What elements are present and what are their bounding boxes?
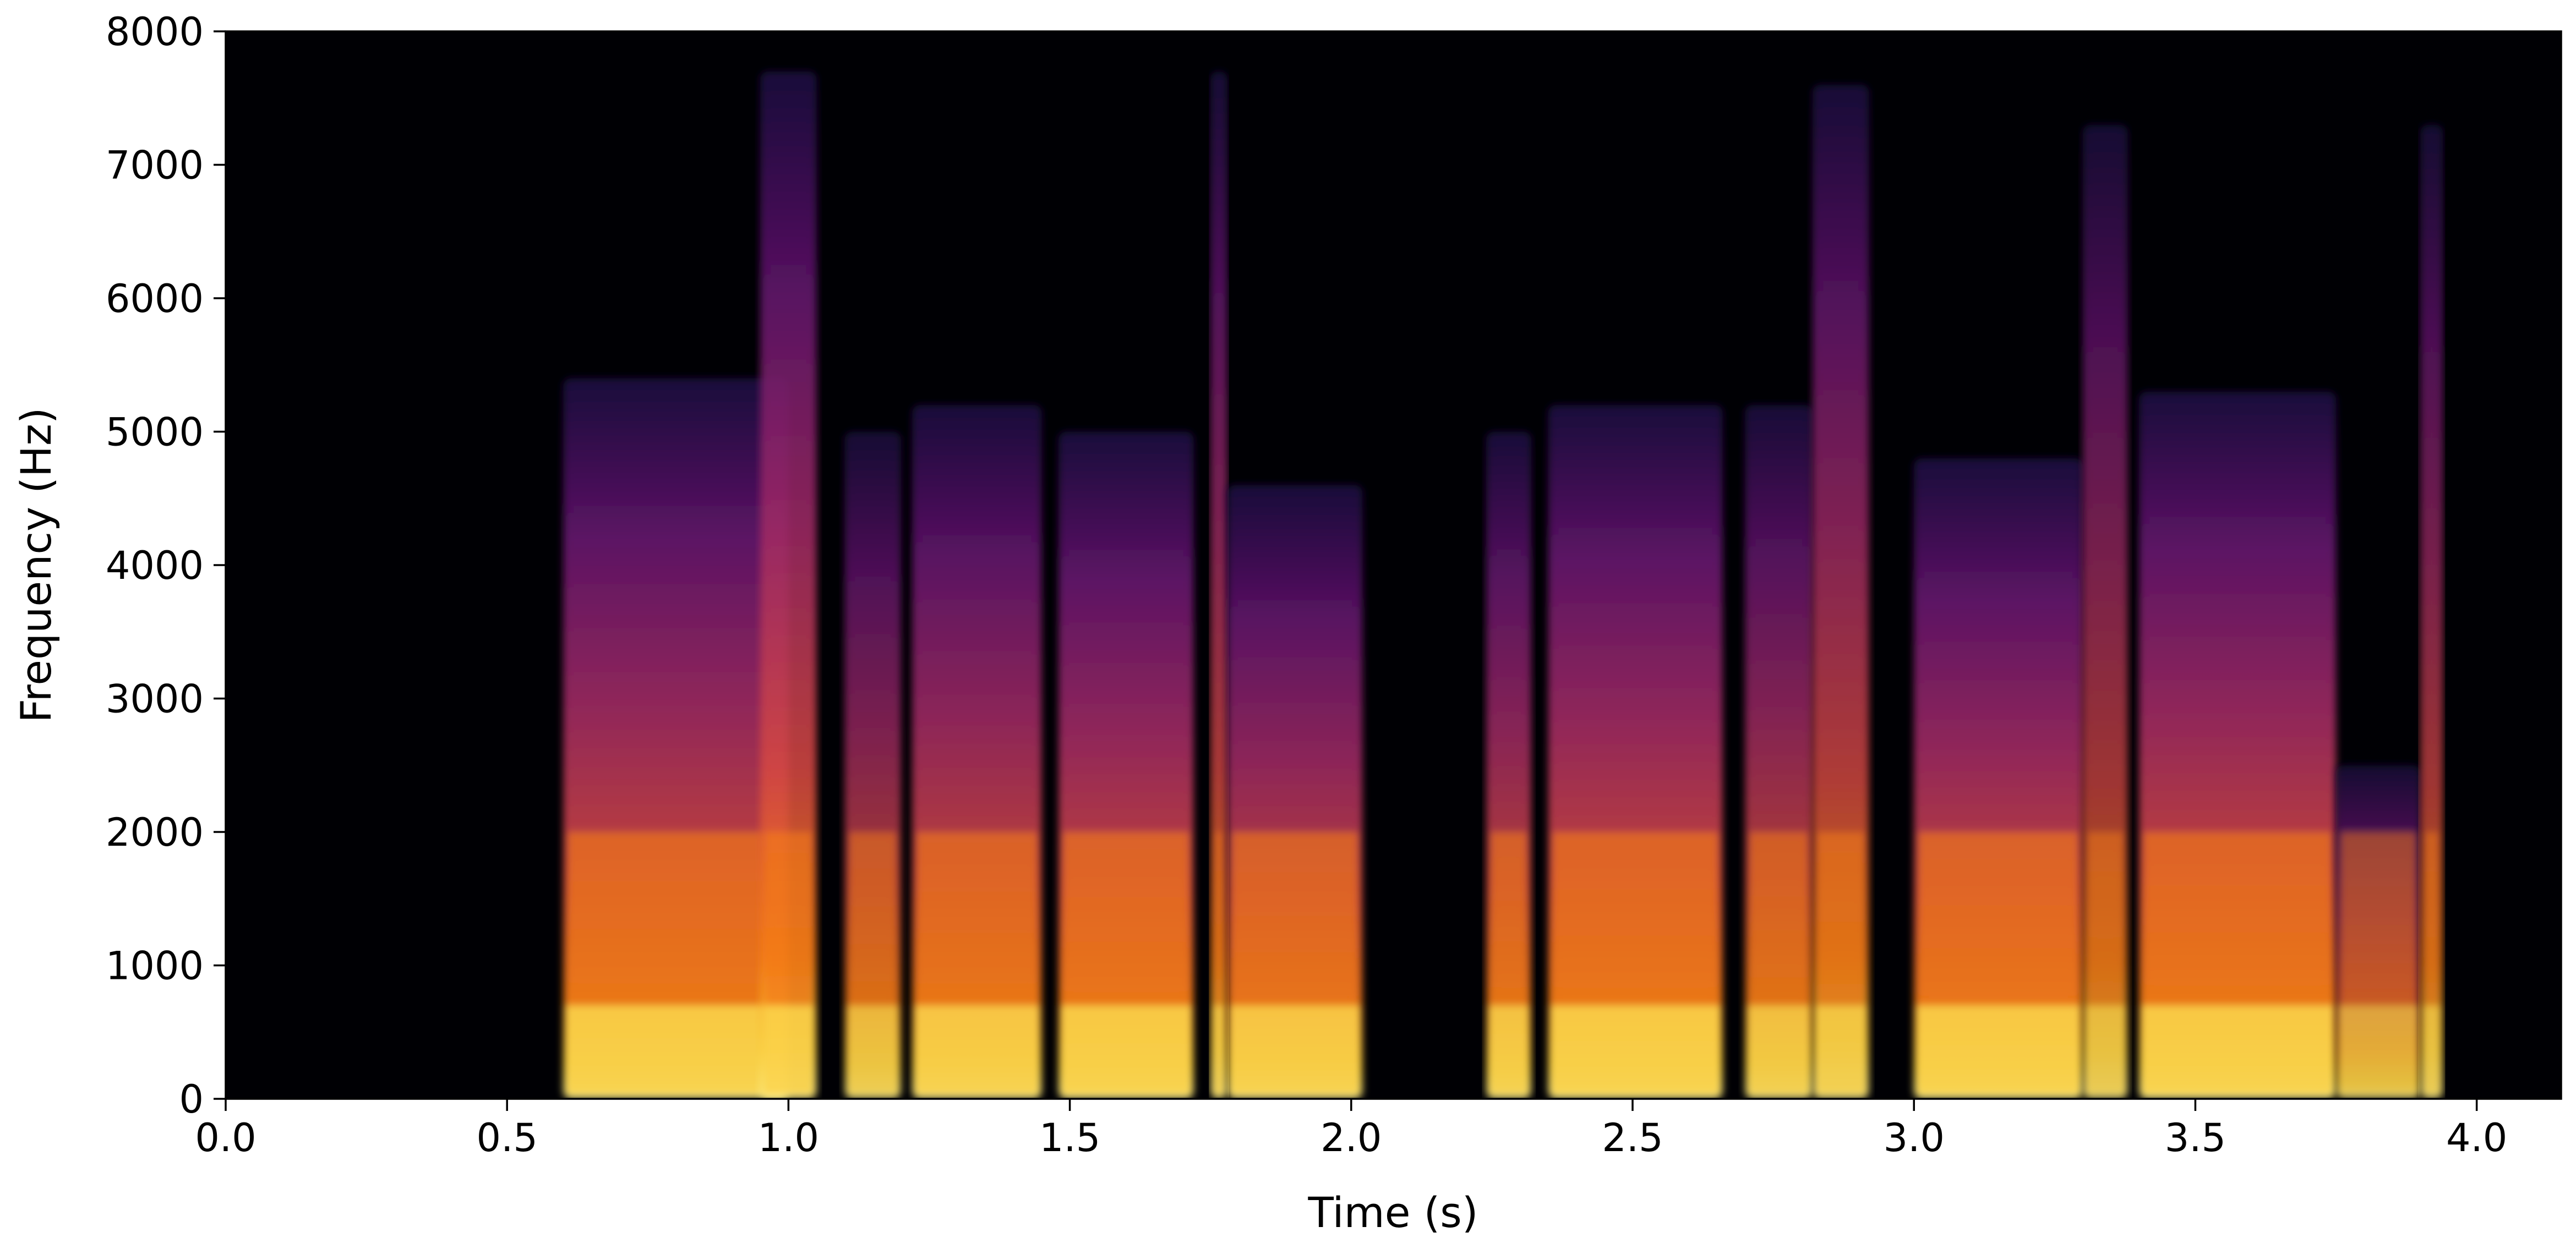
y-axis-label: Frequency (Hz)	[12, 407, 61, 722]
y-tick-label: 1000	[106, 944, 204, 989]
energy-segment	[2139, 391, 2337, 1099]
x-axis-ticks: 0.0 0.5 1.0 1.5 2.0 2.5 3.0 3.5 4.0	[195, 1099, 2507, 1160]
x-tick-label: 0.5	[477, 1115, 538, 1160]
x-tick-label: 3.0	[1884, 1115, 1945, 1160]
energy-segment	[844, 431, 901, 1099]
energy-segment	[1486, 431, 1531, 1099]
x-tick-label: 2.0	[1320, 1115, 1382, 1160]
energy-segment	[912, 405, 1042, 1099]
energy-segment	[2082, 124, 2128, 1099]
y-tick-label: 0	[179, 1077, 204, 1122]
x-tick-label: 2.5	[1602, 1115, 1663, 1160]
energy-segment	[2420, 124, 2443, 1099]
y-tick-label: 5000	[106, 410, 204, 455]
y-axis-ticks: 0 1000 2000 3000 4000 5000 6000 7000 8000	[106, 9, 226, 1122]
y-tick-label: 7000	[106, 143, 204, 188]
energy-segment	[1227, 485, 1363, 1099]
x-tick-label: 3.5	[2165, 1115, 2226, 1160]
spectrogram-energy-layer	[563, 71, 2443, 1099]
y-tick-label: 8000	[106, 9, 204, 54]
x-tick-label: 1.0	[758, 1115, 819, 1160]
energy-segment	[1548, 405, 1723, 1099]
x-tick-label: 1.5	[1039, 1115, 1100, 1160]
energy-segment	[1058, 431, 1194, 1099]
energy-segment	[563, 378, 789, 1099]
energy-segment	[1914, 458, 2083, 1099]
x-tick-label: 0.0	[195, 1115, 256, 1160]
y-tick-label: 4000	[106, 543, 204, 588]
energy-segment	[760, 71, 817, 1099]
y-tick-label: 6000	[106, 276, 204, 321]
energy-segment	[2336, 765, 2421, 1099]
y-tick-label: 3000	[106, 677, 204, 722]
x-tick-label: 4.0	[2446, 1115, 2507, 1160]
energy-segment	[1210, 71, 1227, 1099]
x-axis-label: Time (s)	[1307, 1188, 1478, 1237]
energy-segment	[1813, 85, 1869, 1099]
y-tick-label: 2000	[106, 810, 204, 855]
energy-segment	[1745, 405, 1813, 1099]
